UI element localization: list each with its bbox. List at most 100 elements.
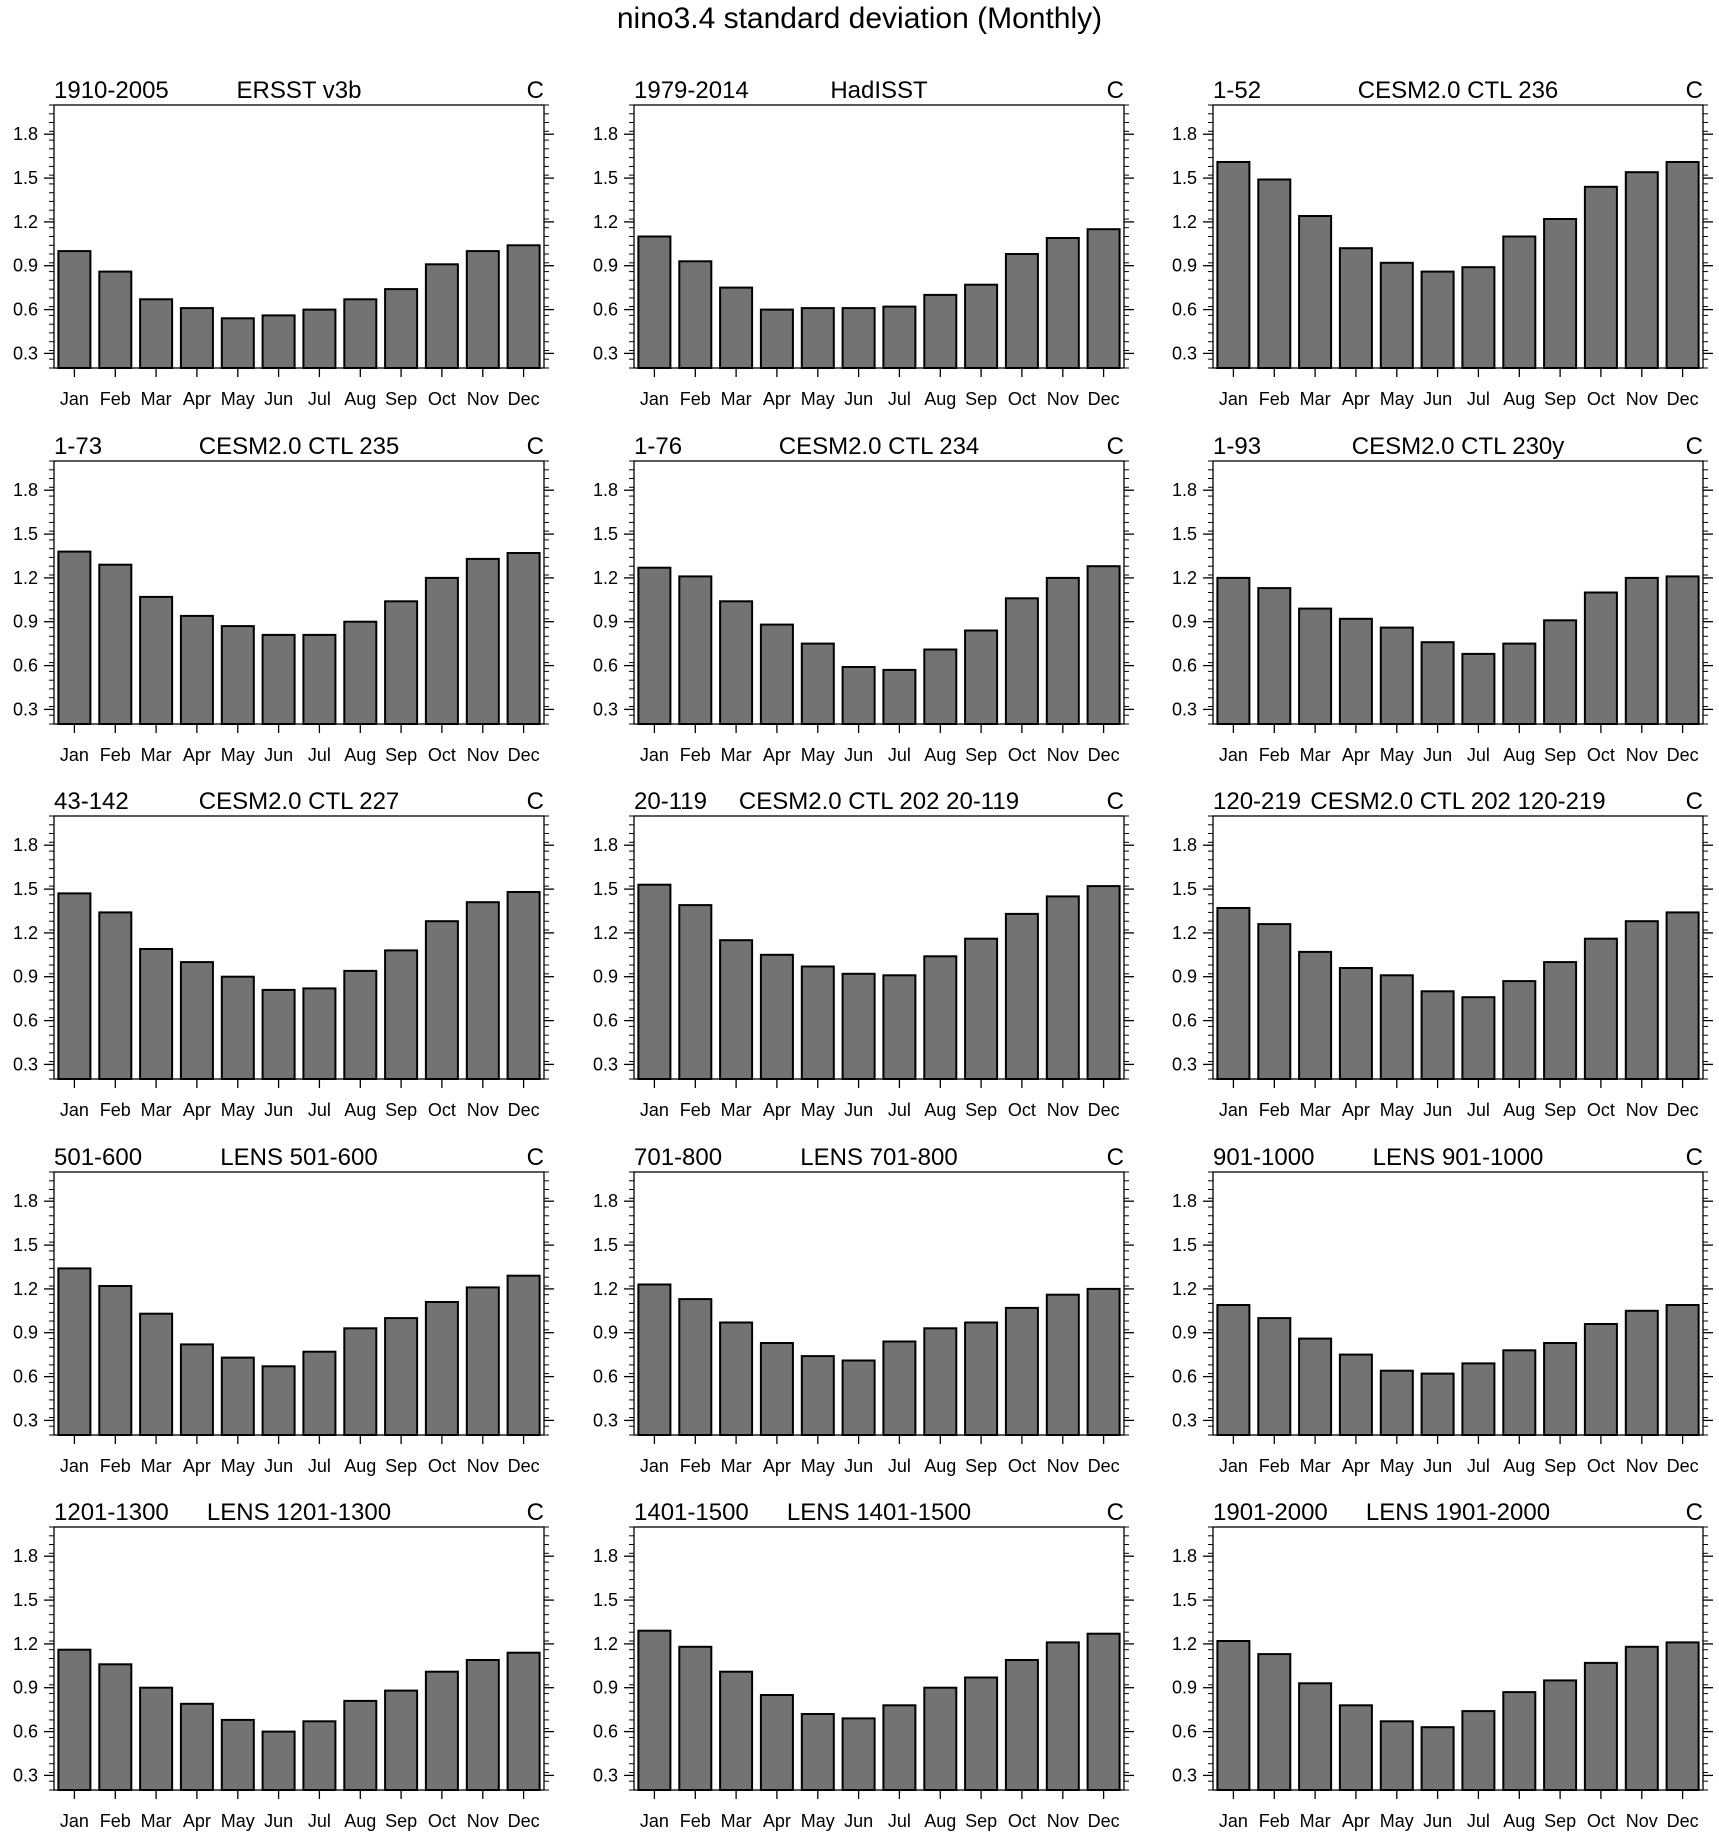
x-tick-label: Nov bbox=[1626, 1100, 1658, 1120]
bar-may bbox=[1379, 974, 1414, 1080]
panel-15: 0.3 0.6 0.9 1.2 1.5 1.8 Jan Feb Mar Apr May Jun Jul A… bbox=[1172, 1499, 1713, 1831]
y-tick-label: 1.8 bbox=[13, 1546, 38, 1566]
bar-aug bbox=[343, 969, 378, 1081]
bar-sep bbox=[384, 949, 419, 1081]
x-tick-label: Jul bbox=[888, 1456, 911, 1476]
bar-nov bbox=[1045, 1641, 1080, 1792]
x-tick-label: Dec bbox=[1667, 1811, 1699, 1831]
bar-oct bbox=[1004, 1306, 1039, 1437]
bar-jun bbox=[841, 1717, 876, 1792]
y-tick-label: 1.8 bbox=[13, 1191, 38, 1211]
bar-feb bbox=[98, 270, 133, 370]
x-tick-label: Jul bbox=[308, 1811, 331, 1831]
y-tick-label: 0.9 bbox=[1172, 1323, 1197, 1343]
bar-feb bbox=[1257, 1653, 1292, 1791]
x-tick-label: Feb bbox=[680, 389, 711, 409]
y-tick-label: 0.3 bbox=[593, 1054, 618, 1074]
bar-jan bbox=[1216, 907, 1251, 1080]
panel-title: CESM2.0 CTL 236 bbox=[1358, 77, 1559, 104]
x-tick-label: Jan bbox=[1219, 1100, 1248, 1120]
bar-aug bbox=[923, 1686, 958, 1791]
x-tick-label: Feb bbox=[100, 1456, 131, 1476]
y-tick-label: 0.6 bbox=[1172, 656, 1197, 676]
bar-jun bbox=[1420, 641, 1455, 726]
bar-feb bbox=[98, 1663, 133, 1792]
y-tick-label: 1.8 bbox=[1172, 1191, 1197, 1211]
x-tick-label: Nov bbox=[1047, 1811, 1079, 1831]
x-tick-label: Nov bbox=[467, 389, 499, 409]
x-tick-label: Jun bbox=[844, 1811, 873, 1831]
y-tick-label: 0.9 bbox=[1172, 256, 1197, 276]
bar-aug bbox=[1502, 642, 1537, 725]
y-tick-label: 1.8 bbox=[1172, 1546, 1197, 1566]
y-tick-label: 0.3 bbox=[593, 1410, 618, 1430]
y-tick-label: 0.9 bbox=[13, 256, 38, 276]
bar-apr bbox=[179, 1702, 214, 1792]
bar-jun bbox=[261, 1365, 296, 1437]
x-tick-label: Jul bbox=[1467, 1456, 1490, 1476]
panel-8: 0.3 0.6 0.9 1.2 1.5 1.8 Jan Feb Mar Apr May Jun Jul A… bbox=[593, 788, 1134, 1120]
bar-nov bbox=[1045, 576, 1080, 726]
bar-jun bbox=[261, 314, 296, 369]
x-tick-label: Mar bbox=[1300, 1811, 1331, 1831]
bar-aug bbox=[923, 293, 958, 369]
y-tick-label: 1.5 bbox=[1172, 1590, 1197, 1610]
panel-units-label: C bbox=[1107, 433, 1124, 460]
panel-title: CESM2.0 CTL 202 20-119 bbox=[739, 788, 1019, 815]
x-tick-label: Apr bbox=[763, 1811, 791, 1831]
bar-nov bbox=[465, 250, 500, 370]
y-tick-label: 0.3 bbox=[593, 343, 618, 363]
bar-sep bbox=[964, 1676, 999, 1791]
panel-title: LENS 501-600 bbox=[220, 1144, 377, 1171]
x-tick-label: Jun bbox=[1423, 1100, 1452, 1120]
panel-title: CESM2.0 CTL 234 bbox=[779, 433, 980, 460]
x-tick-label: Mar bbox=[1300, 1100, 1331, 1120]
bar-dec bbox=[506, 891, 541, 1080]
bar-sep bbox=[384, 288, 419, 370]
x-tick-label: May bbox=[1380, 745, 1414, 765]
bar-apr bbox=[179, 614, 214, 726]
panel-7: 0.3 0.6 0.9 1.2 1.5 1.8 Jan Feb Mar Apr May Jun Jul A… bbox=[13, 788, 554, 1120]
x-tick-label: Dec bbox=[508, 1456, 540, 1476]
bar-sep bbox=[384, 1317, 419, 1436]
x-tick-label: Aug bbox=[1503, 1811, 1535, 1831]
x-tick-label: Sep bbox=[1544, 1811, 1576, 1831]
panel-units-label: C bbox=[1107, 77, 1124, 104]
y-tick-label: 1.2 bbox=[13, 1279, 38, 1299]
y-tick-label: 0.6 bbox=[593, 656, 618, 676]
bar-feb bbox=[1257, 587, 1292, 725]
bar-mar bbox=[139, 1686, 174, 1791]
bar-oct bbox=[424, 576, 459, 726]
bar-dec bbox=[506, 1274, 541, 1436]
x-tick-label: Oct bbox=[428, 745, 456, 765]
bar-jan bbox=[57, 892, 92, 1081]
y-tick-label: 0.3 bbox=[1172, 1765, 1197, 1785]
x-tick-label: Jul bbox=[888, 1100, 911, 1120]
x-tick-label: Sep bbox=[965, 389, 997, 409]
panel-units-label: C bbox=[527, 788, 544, 815]
x-tick-label: Sep bbox=[1544, 389, 1576, 409]
x-tick-label: Jan bbox=[640, 1456, 669, 1476]
x-tick-label: Jul bbox=[1467, 1811, 1490, 1831]
bar-jan bbox=[637, 1629, 672, 1791]
x-tick-label: Nov bbox=[1047, 745, 1079, 765]
y-tick-label: 0.6 bbox=[1172, 300, 1197, 320]
bar-may bbox=[800, 307, 835, 370]
x-tick-label: Jun bbox=[844, 1100, 873, 1120]
bar-may bbox=[1379, 1720, 1414, 1792]
x-tick-label: Feb bbox=[680, 745, 711, 765]
bar-jun bbox=[841, 1359, 876, 1436]
bar-mar bbox=[139, 1312, 174, 1436]
x-tick-label: Oct bbox=[1587, 1811, 1615, 1831]
bar-mar bbox=[1298, 950, 1333, 1081]
x-tick-label: Oct bbox=[1008, 1811, 1036, 1831]
bar-may bbox=[1379, 261, 1414, 369]
bar-sep bbox=[1543, 961, 1578, 1080]
x-tick-label: Nov bbox=[467, 1100, 499, 1120]
bar-feb bbox=[678, 1298, 713, 1436]
bar-nov bbox=[1624, 171, 1659, 369]
x-tick-label: Sep bbox=[965, 1100, 997, 1120]
x-tick-label: Aug bbox=[344, 1100, 376, 1120]
panel-left-label: 20-119 bbox=[634, 788, 707, 815]
